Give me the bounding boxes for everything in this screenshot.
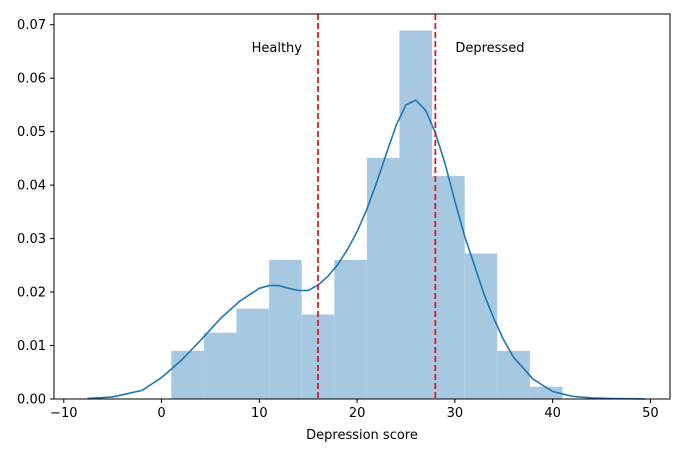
y-tick-label: 0.02 [17, 286, 46, 301]
x-tick-label: 10 [251, 406, 268, 421]
histogram-bar [203, 332, 237, 399]
histogram-bar [432, 176, 465, 399]
threshold-label: Depressed [455, 41, 524, 56]
x-tick-label: −10 [50, 406, 77, 421]
x-tick-label: 0 [157, 406, 165, 421]
y-tick-label: 0.00 [17, 393, 46, 408]
threshold-lines: Healthy Depressed [252, 14, 524, 399]
histogram-bar [236, 308, 270, 399]
x-tick-label: 40 [544, 406, 561, 421]
histogram-bar [529, 386, 563, 399]
histogram-bar [497, 350, 530, 399]
histogram-bars [171, 30, 563, 400]
y-tick-label: 0.06 [17, 72, 46, 87]
histogram-bar [399, 30, 433, 400]
y-tick-label: 0.03 [17, 232, 46, 247]
y-axis-ticks: 0.00 0.01 0.02 0.03 0.04 0.05 0.06 0.07 [17, 18, 54, 408]
histogram-bar [171, 350, 204, 399]
x-tick-label: 50 [642, 406, 659, 421]
x-tick-label: 30 [447, 406, 464, 421]
histogram-bar [464, 253, 498, 399]
x-tick-label: 20 [349, 406, 366, 421]
histogram-bar [334, 259, 367, 399]
x-axis-label: Depression score [306, 428, 418, 443]
y-tick-label: 0.01 [17, 339, 46, 354]
histogram-bar [366, 157, 400, 399]
y-tick-label: 0.05 [17, 125, 46, 140]
histogram-bar [269, 259, 302, 399]
kde-curve [87, 99, 646, 400]
y-tick-label: 0.04 [17, 179, 46, 194]
plot-frame [53, 13, 671, 400]
x-axis-ticks: −10 0 10 20 30 40 50 [50, 399, 659, 421]
y-tick-label: 0.07 [17, 18, 46, 33]
threshold-label: Healthy [252, 41, 303, 56]
